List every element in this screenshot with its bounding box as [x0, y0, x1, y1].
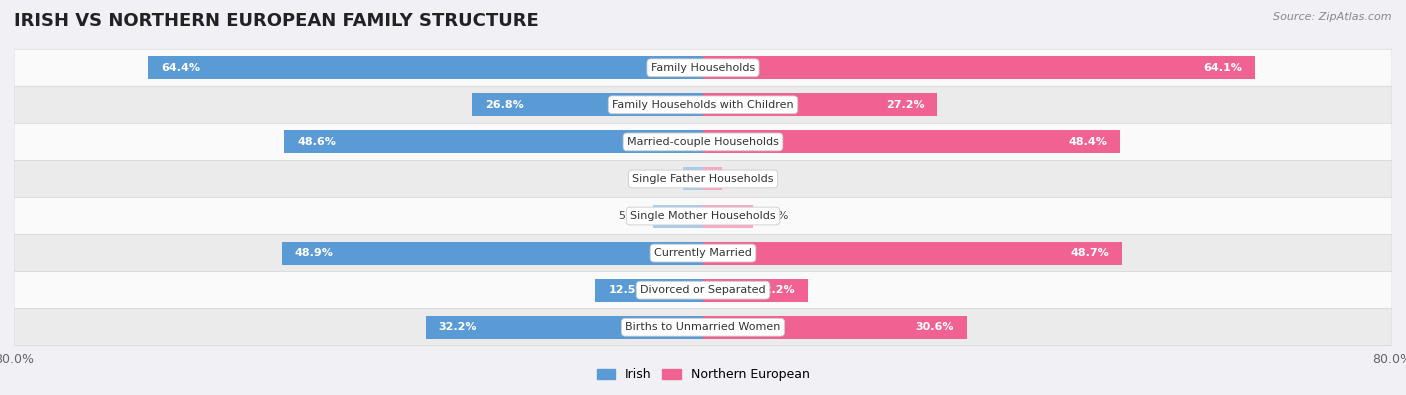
- Bar: [703, 130, 1119, 153]
- Text: Single Father Households: Single Father Households: [633, 174, 773, 184]
- Bar: [703, 56, 1256, 79]
- Text: 5.8%: 5.8%: [759, 211, 789, 221]
- Text: Family Households: Family Households: [651, 63, 755, 73]
- Bar: [472, 93, 703, 117]
- FancyBboxPatch shape: [14, 87, 1392, 123]
- Bar: [703, 167, 721, 190]
- Text: 48.6%: 48.6%: [298, 137, 336, 147]
- Text: 48.9%: 48.9%: [295, 248, 333, 258]
- Text: 27.2%: 27.2%: [886, 100, 924, 110]
- Text: Divorced or Separated: Divorced or Separated: [640, 285, 766, 295]
- FancyBboxPatch shape: [14, 123, 1392, 160]
- Bar: [281, 242, 703, 265]
- Text: 26.8%: 26.8%: [485, 100, 524, 110]
- Bar: [652, 205, 703, 228]
- Text: 48.4%: 48.4%: [1069, 137, 1107, 147]
- Text: 2.3%: 2.3%: [648, 174, 676, 184]
- Text: 12.5%: 12.5%: [609, 285, 647, 295]
- Bar: [149, 56, 703, 79]
- Text: IRISH VS NORTHERN EUROPEAN FAMILY STRUCTURE: IRISH VS NORTHERN EUROPEAN FAMILY STRUCT…: [14, 12, 538, 30]
- Bar: [683, 167, 703, 190]
- Text: 30.6%: 30.6%: [915, 322, 953, 332]
- Bar: [426, 316, 703, 339]
- Text: Single Mother Households: Single Mother Households: [630, 211, 776, 221]
- FancyBboxPatch shape: [14, 308, 1392, 346]
- Text: 32.2%: 32.2%: [439, 322, 477, 332]
- Text: Married-couple Households: Married-couple Households: [627, 137, 779, 147]
- Text: Family Households with Children: Family Households with Children: [612, 100, 794, 110]
- FancyBboxPatch shape: [14, 235, 1392, 272]
- Bar: [703, 242, 1122, 265]
- Text: Source: ZipAtlas.com: Source: ZipAtlas.com: [1274, 12, 1392, 22]
- FancyBboxPatch shape: [14, 49, 1392, 87]
- Bar: [595, 278, 703, 302]
- Legend: Irish, Northern European: Irish, Northern European: [592, 363, 814, 386]
- Text: 64.1%: 64.1%: [1204, 63, 1241, 73]
- Bar: [703, 316, 966, 339]
- Text: 2.2%: 2.2%: [728, 174, 758, 184]
- Text: 64.4%: 64.4%: [162, 63, 200, 73]
- Text: 48.7%: 48.7%: [1071, 248, 1109, 258]
- Text: Births to Unmarried Women: Births to Unmarried Women: [626, 322, 780, 332]
- Bar: [703, 93, 938, 117]
- Bar: [703, 205, 754, 228]
- FancyBboxPatch shape: [14, 198, 1392, 235]
- Bar: [703, 278, 808, 302]
- Bar: [284, 130, 703, 153]
- FancyBboxPatch shape: [14, 272, 1392, 308]
- Text: Currently Married: Currently Married: [654, 248, 752, 258]
- Text: 5.8%: 5.8%: [617, 211, 647, 221]
- Text: 12.2%: 12.2%: [756, 285, 796, 295]
- FancyBboxPatch shape: [14, 160, 1392, 198]
